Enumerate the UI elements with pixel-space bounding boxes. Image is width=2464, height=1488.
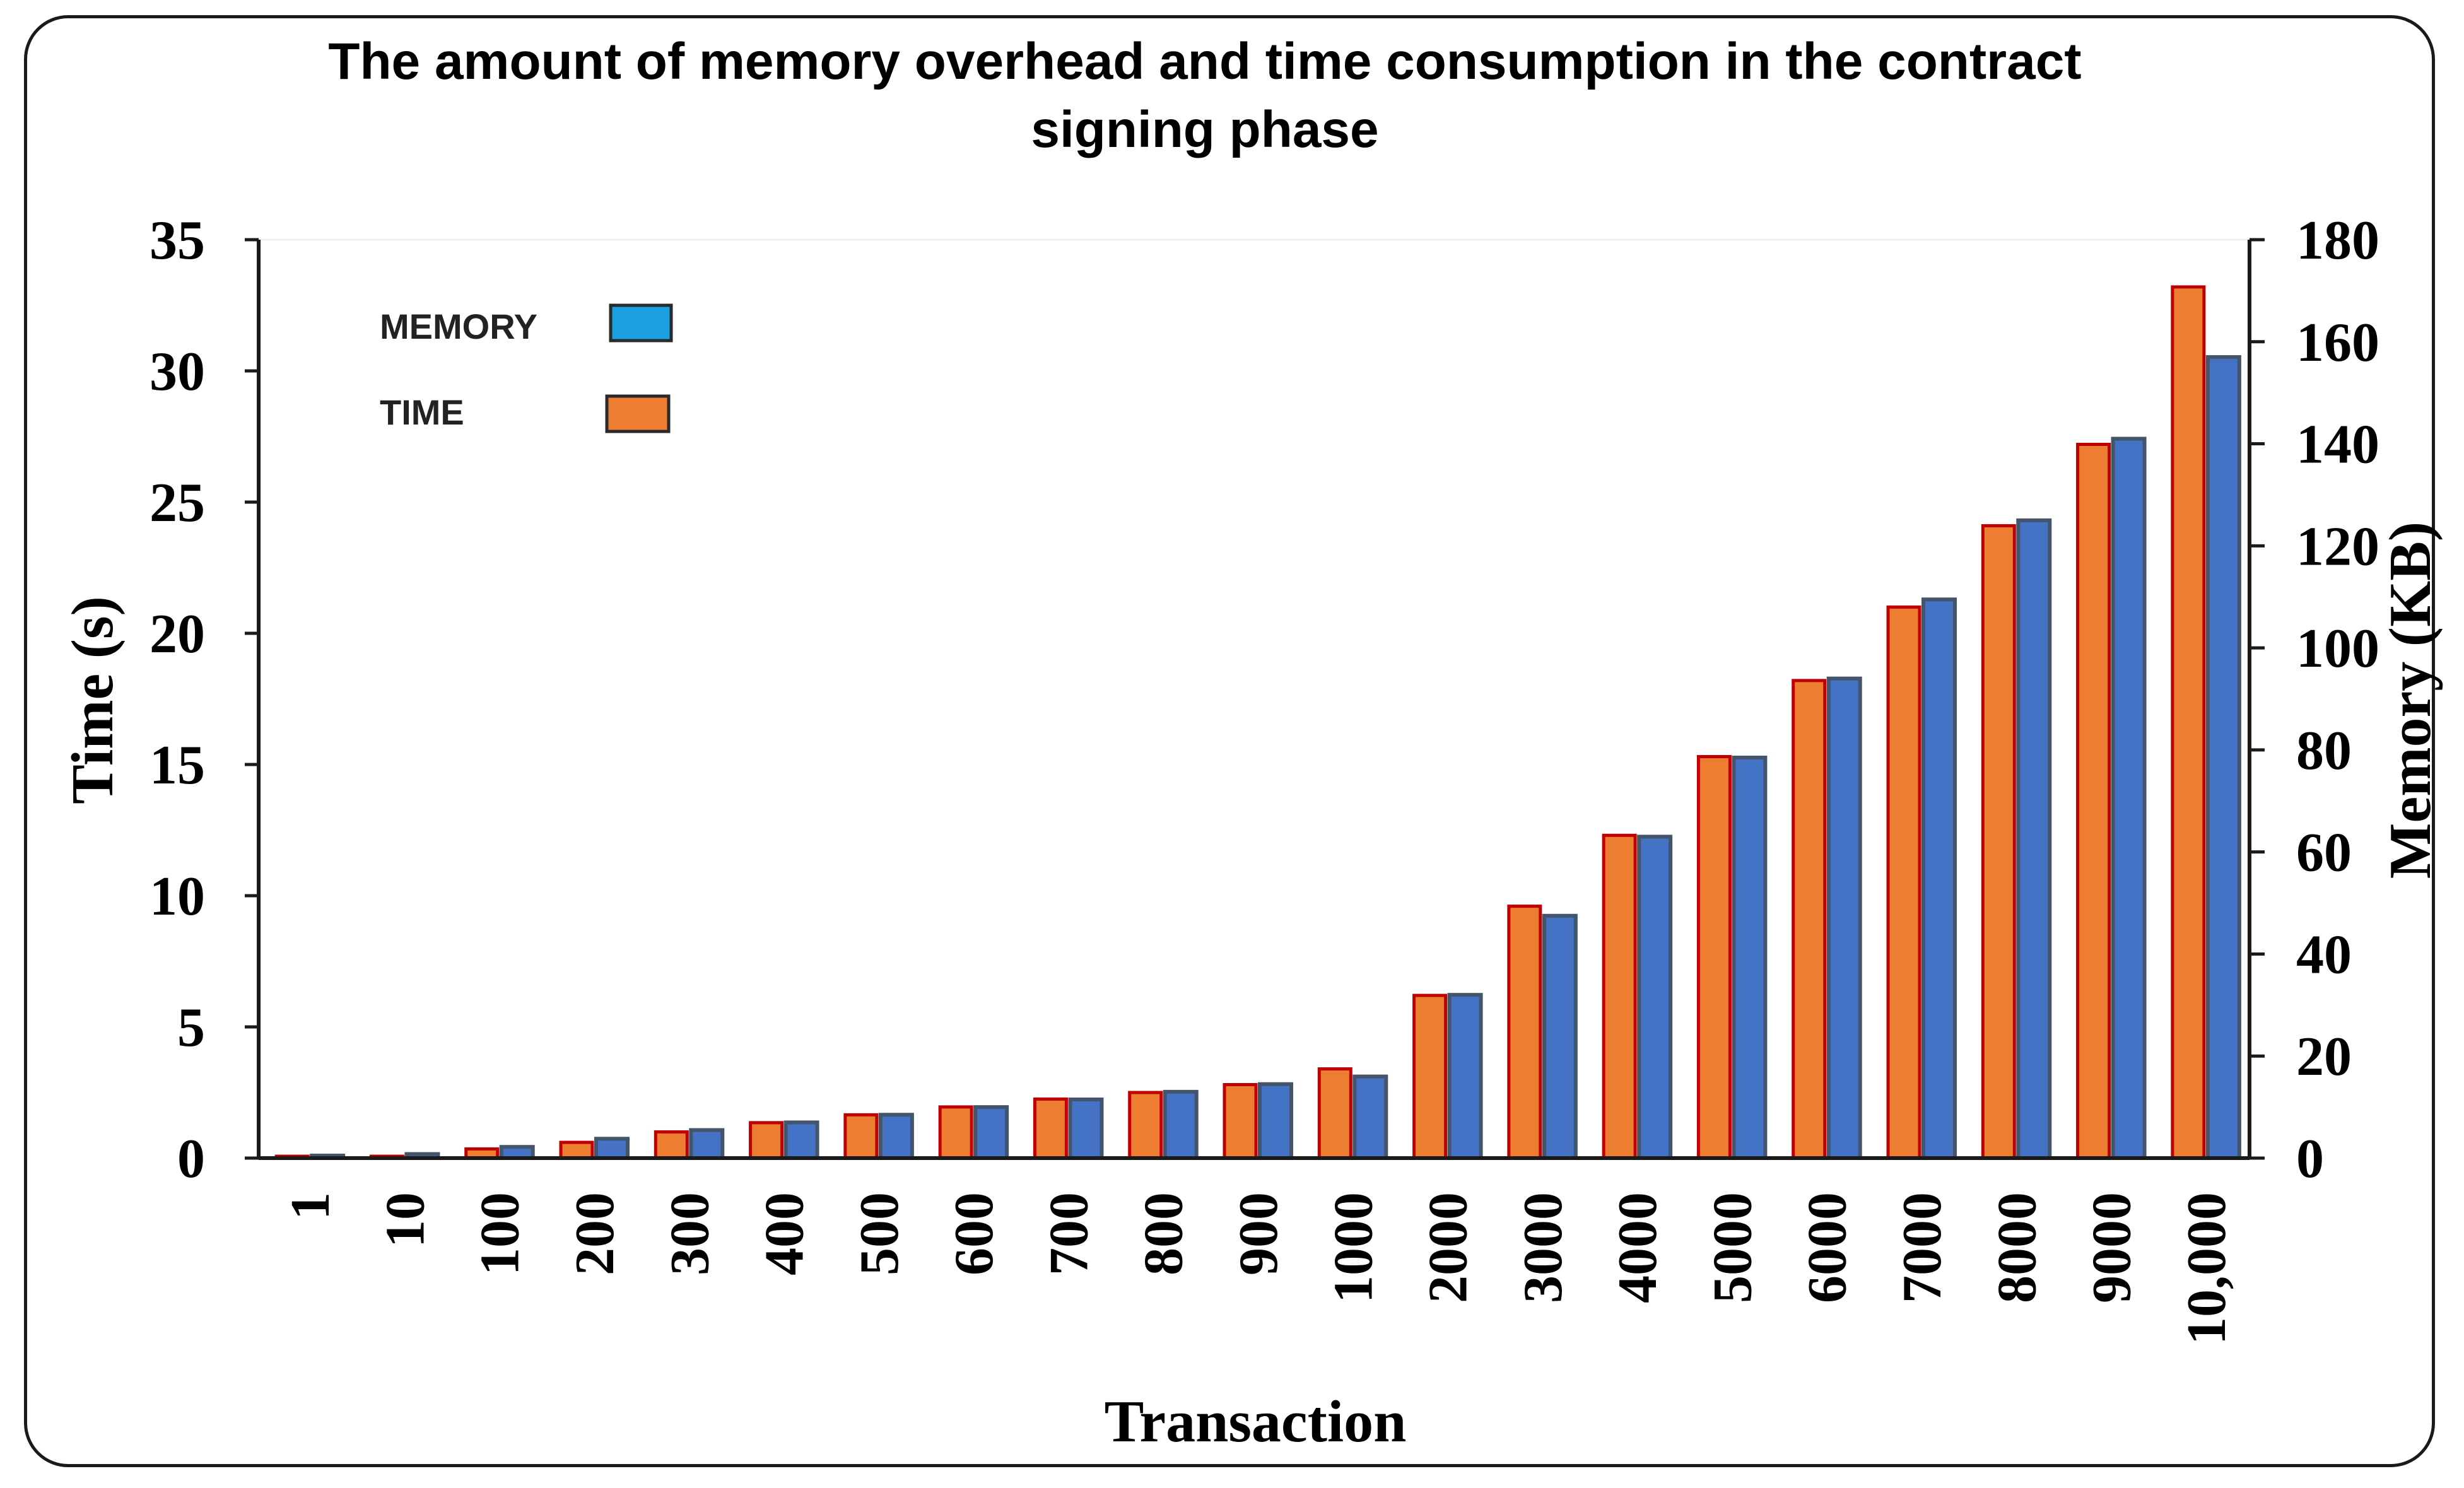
x-tick-label-13: 3000 (1513, 1192, 1574, 1303)
bar-time-12 (1412, 993, 1448, 1160)
left-tick-label-0: 0 (177, 1128, 205, 1190)
right-tick-label-0: 0 (2296, 1128, 2324, 1190)
bar-time-20 (2171, 285, 2206, 1160)
bar-memory-15 (1732, 756, 1768, 1160)
axes-group (257, 240, 2251, 1160)
right-tick-label-3: 60 (2296, 823, 2352, 884)
x-tick-label-7: 600 (944, 1192, 1005, 1275)
x-tick-label-9: 800 (1134, 1192, 1195, 1275)
right-tick-label-5: 100 (2296, 618, 2379, 679)
right-tick-label-2: 40 (2296, 924, 2352, 985)
bar-memory-6 (878, 1113, 914, 1160)
bar-memory-9 (1163, 1089, 1199, 1161)
bar-time-10 (1223, 1083, 1258, 1160)
bar-memory-19 (2111, 436, 2147, 1160)
left-tick-label-5: 25 (150, 472, 205, 534)
bar-memory-3 (594, 1137, 630, 1160)
bar-time-9 (1128, 1091, 1163, 1160)
right-tick-label-9: 180 (2296, 210, 2379, 271)
y-axis-left-title: Time (s) (60, 596, 126, 804)
x-tick-label-0: 1 (280, 1192, 341, 1220)
legend-time-label: TIME (380, 392, 464, 432)
x-tick-label-4: 300 (659, 1192, 720, 1275)
x-tick-label-5: 400 (754, 1192, 816, 1275)
bar-memory-4 (689, 1128, 725, 1160)
bar-time-19 (2076, 442, 2111, 1160)
legend-memory-swatch (609, 303, 673, 343)
right-tick-label-4: 80 (2296, 720, 2352, 782)
x-tick-label-10: 900 (1228, 1192, 1289, 1275)
bar-time-16 (1792, 679, 1827, 1160)
bar-time-11 (1317, 1067, 1352, 1160)
bar-time-15 (1696, 755, 1732, 1160)
x-tick-label-2: 100 (470, 1192, 531, 1275)
right-tick-label-8: 160 (2296, 312, 2379, 373)
bar-memory-18 (2016, 518, 2052, 1160)
left-tick-label-3: 15 (150, 735, 205, 796)
bar-memory-14 (1637, 835, 1673, 1161)
legend: MEMORY TIME (380, 303, 673, 433)
x-tick-labels: 1 10 100 200 300 400 500 600 700 800 900 1000 2000 30… (280, 1192, 2238, 1345)
x-tick-label-19: 9000 (2082, 1192, 2143, 1303)
x-tick-label-16: 6000 (1797, 1192, 1858, 1303)
bar-memory-16 (1826, 676, 1862, 1160)
x-tick-label-20: 10,000 (2176, 1192, 2238, 1345)
bars-group (274, 285, 2241, 1161)
chart-title-line-2: signing phase (1031, 101, 1378, 158)
bar-time-17 (1886, 605, 1921, 1160)
bar-memory-17 (1921, 597, 1957, 1160)
chart-title-line-1: The amount of memory overhead and time c… (328, 33, 2081, 90)
x-tick-label-8: 700 (1038, 1192, 1100, 1275)
left-y-ticks: 0 5 10 15 20 25 30 35 (150, 210, 259, 1190)
bar-time-4 (654, 1130, 689, 1160)
bar-memory-20 (2205, 355, 2241, 1160)
bar-memory-11 (1352, 1074, 1388, 1160)
left-tick-label-7: 35 (150, 210, 205, 271)
x-tick-label-3: 200 (565, 1192, 626, 1275)
legend-time-swatch (605, 394, 671, 433)
right-y-ticks: 0 20 40 60 80 100 120 140 160 180 (2250, 210, 2379, 1190)
bar-time-6 (843, 1113, 879, 1160)
x-axis-title: Transaction (1105, 1389, 1407, 1455)
left-tick-label-1: 5 (177, 997, 205, 1058)
right-tick-label-1: 20 (2296, 1026, 2352, 1087)
right-tick-label-7: 140 (2296, 414, 2379, 476)
x-tick-label-1: 10 (375, 1192, 436, 1248)
x-tick-label-15: 5000 (1702, 1192, 1763, 1303)
bar-memory-7 (973, 1105, 1009, 1160)
left-tick-label-6: 30 (150, 341, 205, 402)
bar-memory-12 (1447, 993, 1483, 1160)
left-tick-label-2: 10 (150, 866, 205, 927)
bar-time-13 (1507, 905, 1542, 1160)
bar-memory-10 (1258, 1082, 1293, 1160)
bar-time-3 (559, 1140, 594, 1160)
bar-time-5 (749, 1121, 784, 1160)
bar-memory-13 (1542, 913, 1578, 1161)
bar-memory-5 (783, 1120, 819, 1161)
bar-time-18 (1981, 524, 2016, 1160)
y-axis-right-title: Memory (KB) (2378, 522, 2443, 879)
x-tick-label-17: 7000 (1892, 1192, 1953, 1303)
chart-title: The amount of memory overhead and time c… (328, 33, 2081, 158)
x-tick-label-12: 2000 (1418, 1192, 1479, 1303)
right-tick-label-6: 120 (2296, 516, 2379, 577)
x-tick-label-6: 500 (849, 1192, 910, 1275)
legend-memory-label: MEMORY (380, 307, 537, 346)
x-tick-label-14: 4000 (1607, 1192, 1669, 1303)
bar-time-7 (938, 1105, 973, 1160)
left-tick-label-4: 20 (150, 604, 205, 665)
bar-time-14 (1602, 833, 1637, 1160)
x-tick-label-18: 8000 (1986, 1192, 2048, 1303)
x-tick-label-11: 1000 (1323, 1192, 1384, 1303)
bar-time-8 (1033, 1097, 1068, 1160)
bar-memory-8 (1068, 1097, 1104, 1161)
